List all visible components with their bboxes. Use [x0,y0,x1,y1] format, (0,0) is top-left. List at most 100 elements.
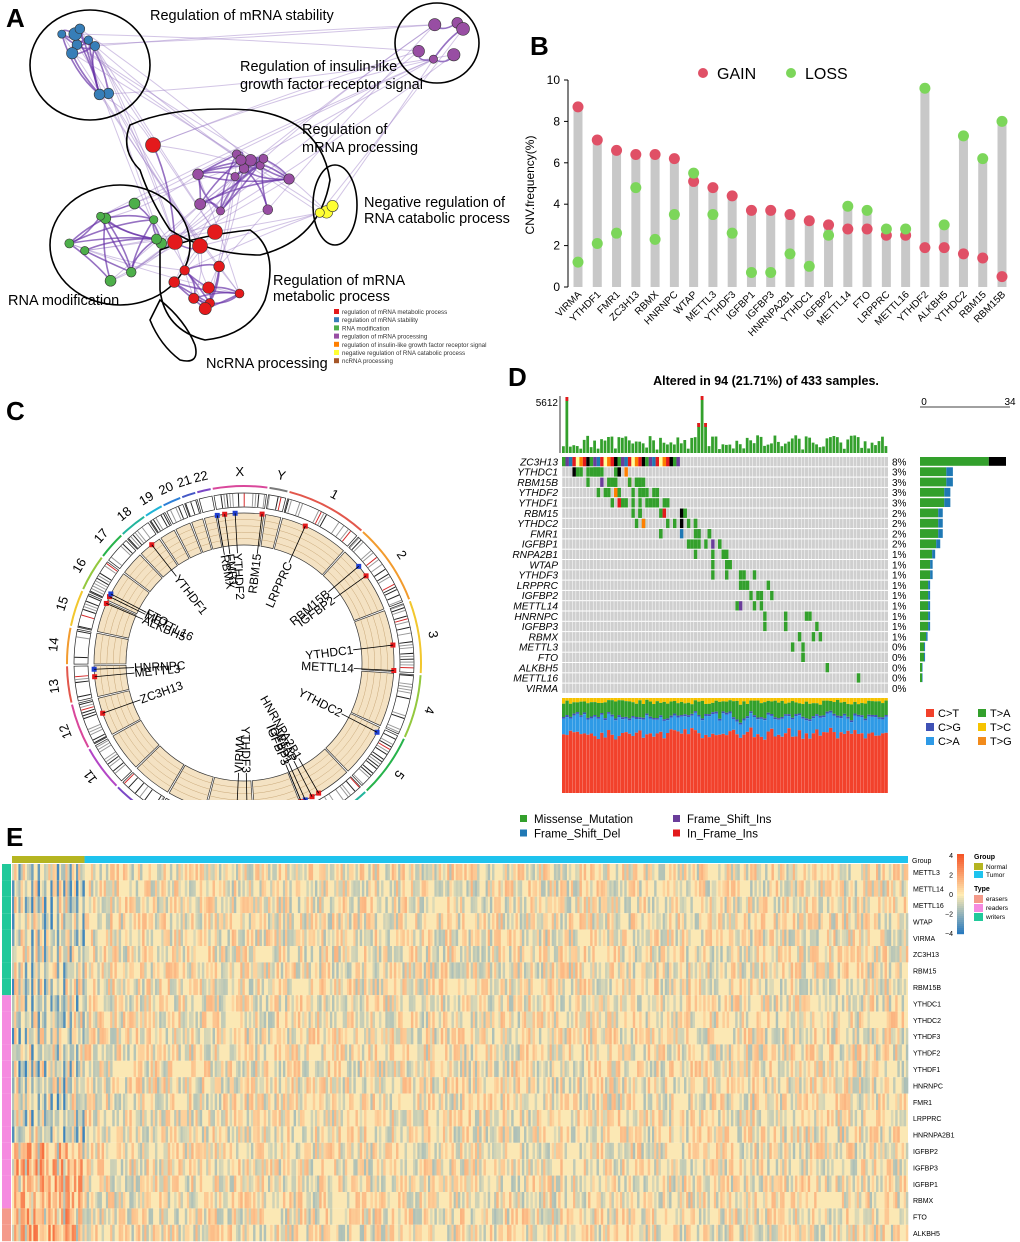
titv-segment [579,701,583,716]
network-node [126,267,137,278]
heatmap-cell [176,913,179,930]
cluster-label-mrna-metabolic-1: Regulation of mRNA [273,273,405,289]
titv-segment [867,714,871,717]
percent-label: 8% [892,457,907,468]
heatmap-cell [423,864,427,881]
heatmap-cell [372,913,375,930]
heatmap-cell [573,880,576,897]
gene-row-label: FMR1 [530,529,558,540]
heatmap-cell [867,864,870,881]
heatmap-cell [225,880,228,897]
mutation-cell [638,487,642,498]
tmb-bar [645,447,649,453]
gain-point [996,271,1008,283]
heatmap-cell [349,913,352,930]
titv-segment [562,716,566,719]
heatmap-cell [867,913,870,930]
heatmap-cell [184,929,188,946]
cnv-track [217,512,265,548]
heatmap-cell [560,913,563,930]
network-nodes [57,17,470,315]
tmb-bar [659,437,662,453]
heatmap-cell [878,880,881,897]
heatmap-cell [189,864,192,881]
titv-segment [659,715,663,718]
titv-segment [822,698,826,701]
gain-point [842,223,854,235]
percent-label: 1% [892,550,907,561]
titv-segment [787,728,791,793]
tmb-bar [603,440,607,453]
titv-segment [829,710,833,713]
heatmap-cell [487,864,491,881]
titv-segment [849,722,854,734]
gene-row-label: WTAP [529,560,558,571]
heatmap-cell [607,896,610,914]
heatmap-cell [321,880,324,897]
heatmap-cell [125,929,128,946]
tmb-bar [842,448,846,453]
heatmap-cell [221,896,224,914]
titv-segment [562,718,566,735]
heatmap-cell [167,929,171,946]
heatmap-cell [698,864,702,881]
mutation-cell [690,539,694,549]
heatmap-cell [65,880,68,897]
heatmap-cell [69,880,73,897]
network-node [235,154,247,166]
track-gridline [285,796,298,800]
heatmap-cell [218,880,222,897]
side-bar [920,590,929,600]
heatmap-cell [238,864,241,881]
heatmap-cell [16,880,19,897]
heatmap-cell [814,864,817,881]
ideogram-band [378,576,391,584]
titv-segment [614,701,618,719]
track-gridline [277,536,331,566]
heatmap-cell [90,929,94,946]
track-gridline [207,528,219,531]
heatmap-cell [585,913,589,930]
heatmap-cell [366,913,369,930]
network-edge [263,158,327,213]
heatmap-cell [129,864,132,881]
tmb-bar-top [565,397,569,401]
heatmap-cell [553,913,557,930]
titv-segment [759,717,763,719]
heatmap-cell [69,929,73,946]
tmb-bar [707,446,711,453]
heatmap-cell [161,929,164,946]
heatmap-cell [44,896,47,914]
group-bar-tumor [84,856,909,863]
titv-segment [832,732,836,793]
mutation-cell [631,487,635,498]
network-edge [69,242,240,294]
legend-label: regulation of mRNA stability [342,317,419,324]
heatmap-cell [304,864,307,881]
loss-point [745,267,757,279]
gene-label: FMR1 [223,553,241,588]
titv-segment [811,718,815,734]
heatmap-cell [114,880,117,897]
heatmap-cell [174,929,177,946]
side-bar-extra [928,611,931,621]
heatmap-cell [564,913,567,930]
tmb-bar-top [700,396,704,400]
panel-d-label: D [508,362,527,392]
heatmap-cell [56,929,60,946]
ideogram-band [386,726,399,733]
titv-segment [846,730,850,793]
tmb-bar [589,447,593,453]
heatmap-cell [321,896,324,914]
track-gridline [327,570,361,619]
ideogram-band [369,755,381,765]
heatmap-cell [163,913,166,930]
mutation-cell [808,611,812,621]
heatmap-cell [282,913,286,930]
heatmap-cell [538,896,542,914]
heatmap-cell [528,880,531,897]
tmb-bar [638,441,642,453]
heatmap-cell [161,864,164,881]
ideogram-band [397,690,411,694]
gain-point [572,101,584,113]
